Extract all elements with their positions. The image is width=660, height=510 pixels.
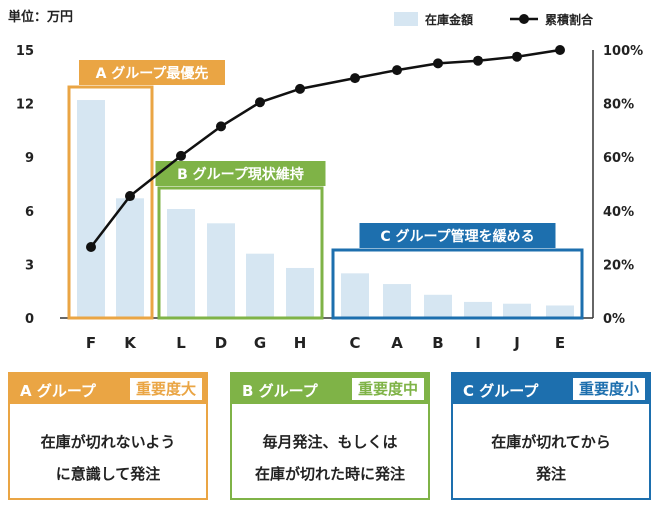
group-header-label: C グループ管理を緩める [380, 228, 534, 245]
group-header-label: A グループ最優先 [96, 65, 209, 82]
y2-tick-label: 100% [603, 44, 643, 59]
group-a-line-1: 在庫が切れないよう [40, 433, 176, 451]
cumulative-point-D [216, 121, 226, 132]
legend-bar-label: 在庫金額 [425, 12, 473, 27]
cumulative-point-I [473, 55, 483, 66]
cumulative-line [90, 48, 561, 248]
y-tick-label: 15 [16, 44, 34, 59]
group-header-label: B グループ現状維持 [177, 166, 304, 183]
group-b-line-1: 毎月発注、もしくは [262, 433, 398, 451]
y-tick-label: 0 [25, 312, 34, 327]
bar-G [246, 253, 274, 318]
group-b-box: B グループ 重要度中 毎月発注、もしくは 在庫が切れた時に発注 [230, 372, 430, 500]
legend-line-marker [519, 14, 529, 24]
y-tick-label: 9 [25, 151, 34, 166]
cumulative-point-A [392, 65, 402, 76]
x-tick-label: K [124, 334, 137, 352]
x-tick-label: D [215, 334, 227, 352]
group-b-header: B グループ 重要度中 [232, 374, 428, 404]
group-c-badge: 重要度小 [572, 378, 645, 400]
group-c-line-2: 発注 [535, 465, 566, 483]
group-c-line-1: 在庫が切れてから [491, 433, 611, 451]
cumulative-point-H [295, 83, 305, 94]
bar-I [464, 301, 492, 318]
group-a-description: 在庫が切れないよう に意識して発注 [10, 426, 206, 490]
cumulative-point-C [350, 73, 360, 84]
group-a-header: A グループ 重要度大 [10, 374, 206, 404]
cumulative-point-B [433, 58, 443, 69]
x-tick-label: F [86, 334, 96, 352]
x-tick-label: H [294, 334, 307, 352]
group-a-line-2: に意識して発注 [55, 465, 161, 483]
bar-J [503, 303, 531, 318]
y2-tick-label: 20% [603, 258, 634, 273]
group-c-description: 在庫が切れてから 発注 [453, 426, 649, 490]
bar-L [167, 209, 195, 318]
group-b-description: 毎月発注、もしくは 在庫が切れた時に発注 [232, 426, 428, 490]
group-frame [67, 85, 154, 320]
group-c-box: C グループ 重要度小 在庫が切れてから 発注 [451, 372, 651, 500]
x-tick-label: B [432, 334, 443, 352]
group-a-badge: 重要度大 [129, 378, 202, 400]
unit-label: 単位：万円 [8, 10, 74, 25]
y2-tick-label: 40% [603, 205, 634, 220]
group-c-header: C グループ 重要度小 [453, 374, 649, 404]
x-tick-label: I [475, 334, 481, 352]
group-header-box [79, 60, 225, 85]
x-tick-label: E [555, 334, 565, 352]
cumulative-point-E [555, 45, 565, 55]
y2-tick-label: 80% [603, 98, 634, 113]
y-tick-label: 6 [25, 205, 34, 220]
group-b-line-2: 在庫が切れた時に発注 [254, 465, 405, 483]
group-header-box [359, 223, 556, 248]
bar-F [77, 100, 105, 318]
y2-tick-label: 60% [603, 151, 634, 166]
y-tick-label: 12 [16, 98, 34, 113]
cumulative-point-J [512, 51, 522, 62]
legend-bar-swatch [394, 12, 418, 26]
x-tick-label: G [254, 334, 266, 352]
pareto-chart: 0 3 6 9 12 15 0% 20% 40% 60% 80% 100% F K L D G H C A B I J E A … [16, 12, 643, 352]
group-a-box: A グループ 重要度大 在庫が切れないよう に意識して発注 [8, 372, 208, 500]
x-tick-label: J [513, 334, 520, 352]
cumulative-point-G [255, 97, 265, 108]
bar-K [116, 198, 144, 318]
bar-E [546, 305, 574, 318]
bar-D [207, 223, 235, 318]
bar-H [286, 267, 314, 318]
x-tick-label: A [391, 334, 403, 352]
group-frame [331, 248, 584, 320]
cumulative-point-F [86, 241, 96, 252]
group-header-box [155, 161, 326, 186]
legend-line-label: 累積割合 [545, 12, 594, 27]
group-a-label: A グループ [20, 382, 96, 400]
group-b-label: B グループ [242, 382, 318, 400]
bar-A [383, 284, 411, 318]
x-tick-label: L [176, 334, 186, 352]
group-c-label: C グループ [463, 382, 539, 400]
x-tick-label: C [349, 334, 360, 352]
group-frame [157, 186, 324, 320]
y-tick-label: 3 [25, 258, 34, 273]
bar-B [424, 294, 452, 318]
group-b-badge: 重要度中 [351, 378, 424, 400]
bar-C [341, 273, 369, 318]
y2-tick-label: 0% [603, 312, 625, 327]
cumulative-point-L [176, 150, 186, 161]
cumulative-point-K [125, 191, 135, 202]
